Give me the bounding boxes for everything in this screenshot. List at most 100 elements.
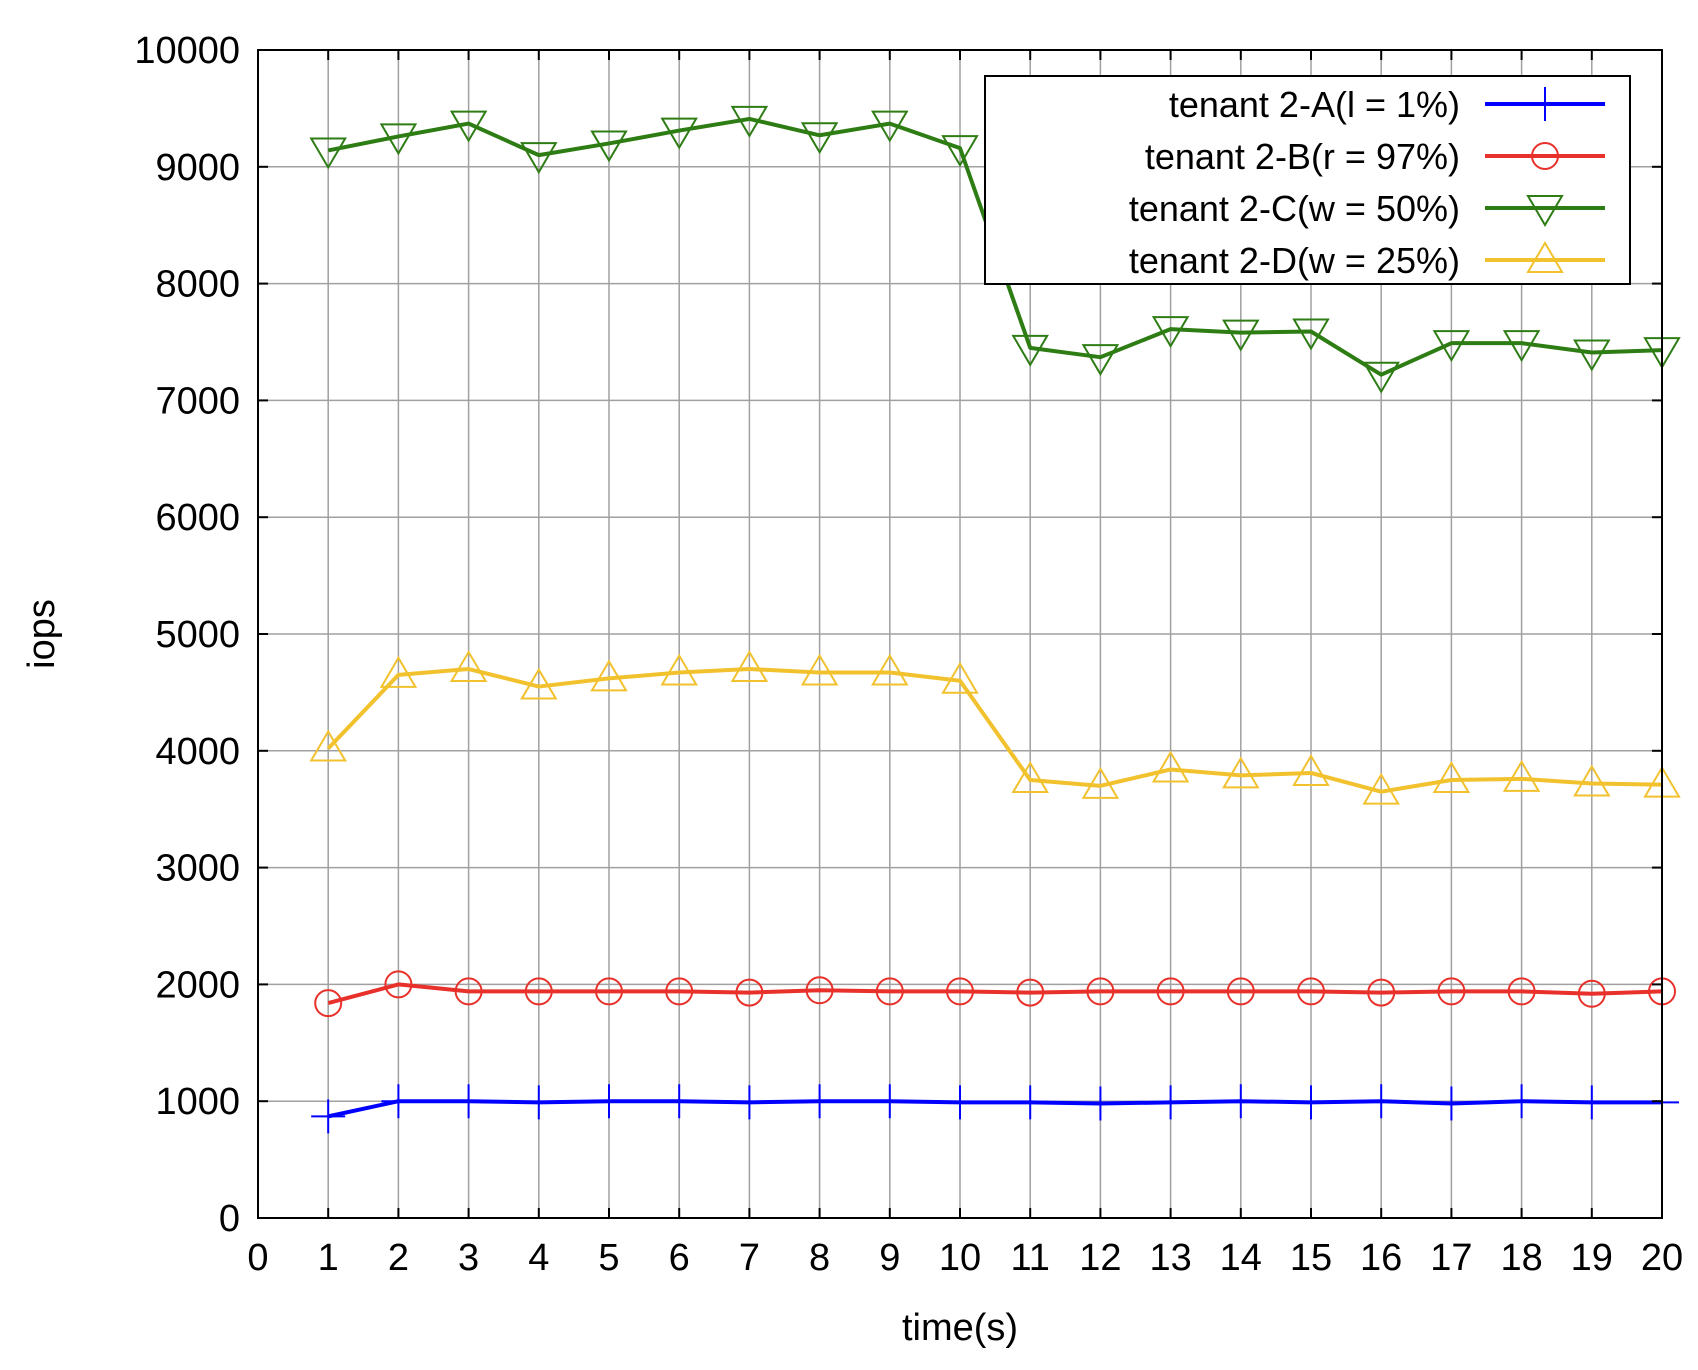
legend-swatch-marker <box>1531 142 1559 170</box>
data-point <box>1502 759 1541 792</box>
data-point <box>1153 1085 1188 1120</box>
data-point <box>590 130 628 163</box>
data-point <box>521 1085 556 1120</box>
y-tick-label: 4000 <box>155 731 240 773</box>
data-point <box>1364 1084 1399 1119</box>
data-point <box>875 977 904 1006</box>
data-point <box>1292 754 1330 786</box>
x-tick-label: 15 <box>1290 1237 1332 1279</box>
x-tick-label: 8 <box>809 1237 830 1279</box>
data-point <box>1362 772 1400 805</box>
x-tick-label: 2 <box>388 1237 409 1279</box>
data-point <box>520 667 558 700</box>
data-point <box>943 1085 977 1120</box>
data-point <box>1151 750 1190 783</box>
data-point <box>1502 330 1541 363</box>
data-point <box>381 1084 416 1119</box>
x-tick-label: 7 <box>739 1237 760 1279</box>
data-point <box>309 137 347 170</box>
data-point <box>379 655 418 688</box>
data-point <box>941 135 979 168</box>
x-tick-label: 1 <box>318 1237 339 1279</box>
y-tick-label: 0 <box>219 1198 240 1240</box>
data-point <box>1081 766 1120 799</box>
y-tick-label: 9000 <box>155 147 240 189</box>
data-point <box>730 650 769 683</box>
data-point <box>1362 361 1400 394</box>
data-point <box>520 142 558 175</box>
data-point <box>732 1085 767 1120</box>
x-tick-label: 5 <box>598 1237 619 1279</box>
legend-label: tenant 2-D(w = 25%) <box>1129 240 1460 281</box>
data-point <box>1292 318 1330 351</box>
data-point <box>1432 761 1471 793</box>
data-point <box>1222 756 1260 789</box>
x-tick-label: 17 <box>1430 1237 1472 1279</box>
legend-label: tenant 2-C(w = 50%) <box>1129 188 1460 229</box>
data-point <box>454 977 483 1006</box>
legend-swatch-marker <box>1526 195 1564 227</box>
data-point <box>595 977 623 1006</box>
x-tick-label: 18 <box>1500 1237 1542 1279</box>
data-point <box>384 970 413 999</box>
data-point <box>449 110 488 143</box>
data-point <box>800 122 839 155</box>
x-tick-label: 4 <box>528 1237 549 1279</box>
data-point <box>1507 977 1536 1006</box>
x-tick-label: 9 <box>879 1237 900 1279</box>
data-point <box>1222 319 1260 352</box>
y-tick-label: 10000 <box>134 30 240 72</box>
y-tick-label: 5000 <box>155 614 240 656</box>
x-tick-label: 13 <box>1149 1237 1191 1279</box>
legend-swatch-marker <box>1528 87 1562 121</box>
data-point <box>1432 330 1471 363</box>
legend-label: tenant 2-B(r = 97%) <box>1145 136 1460 177</box>
data-point <box>1294 1085 1328 1120</box>
data-point <box>1573 339 1611 372</box>
legend-swatch-marker <box>1526 241 1564 273</box>
data-point <box>592 1084 626 1119</box>
data-point <box>1226 977 1255 1006</box>
legend-item: tenant 2-D(w = 25%) <box>1129 240 1605 281</box>
axis-ticks: 0 1 2 3 4 5 6 7 8 9 10 11 12 13 14 15 16 17 18 19 2001000200… <box>134 30 1683 1279</box>
data-point <box>1367 978 1396 1007</box>
data-point <box>1011 334 1049 367</box>
x-tick-label: 11 <box>1010 1237 1049 1279</box>
data-point <box>941 661 979 694</box>
data-point <box>1504 1084 1539 1119</box>
data-point <box>1223 1084 1258 1119</box>
legend-item: tenant 2-A(l = 1%) <box>1169 84 1605 125</box>
data-point <box>871 653 909 686</box>
y-tick-label: 7000 <box>155 380 240 422</box>
series-line <box>327 982 1663 1006</box>
x-tick-label: 14 <box>1220 1237 1262 1279</box>
x-tick-label: 10 <box>939 1237 981 1279</box>
data-point <box>1086 977 1115 1006</box>
y-tick-label: 2000 <box>155 964 240 1006</box>
legend: tenant 2-A(l = 1%) tenant 2-B(r = 97%) ten… <box>984 75 1631 285</box>
data-point <box>735 978 764 1007</box>
data-point <box>1083 1086 1118 1121</box>
data-point <box>662 1084 697 1119</box>
series-1 <box>311 1084 1679 1134</box>
data-point <box>1081 344 1120 377</box>
x-tick-label: 0 <box>247 1237 268 1279</box>
legend-item: tenant 2-C(w = 50%) <box>1129 188 1605 229</box>
data-point <box>1573 764 1611 797</box>
legend-label: tenant 2-A(l = 1%) <box>1169 84 1460 125</box>
data-point <box>524 977 553 1006</box>
data-point <box>800 653 839 686</box>
data-point <box>946 977 974 1006</box>
data-point <box>1574 1085 1609 1120</box>
data-point <box>665 977 694 1006</box>
x-tick-label: 19 <box>1571 1237 1613 1279</box>
data-point <box>451 1084 486 1119</box>
x-axis-label: time(s) <box>902 1307 1018 1349</box>
data-point <box>1151 316 1190 349</box>
data-point <box>309 729 347 762</box>
x-tick-label: 16 <box>1360 1237 1402 1279</box>
data-point <box>1016 978 1045 1007</box>
x-tick-label: 20 <box>1641 1237 1683 1279</box>
data-point <box>449 650 488 683</box>
